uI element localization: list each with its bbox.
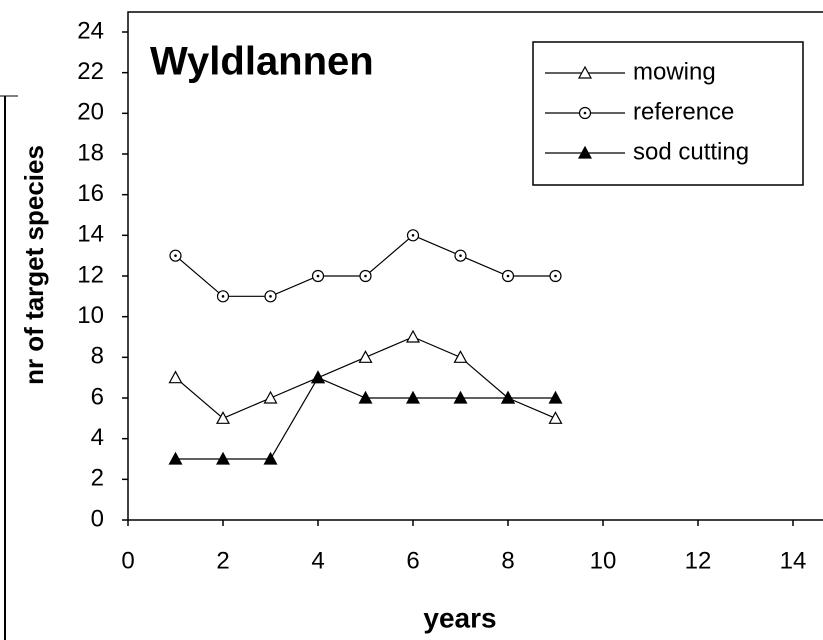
marker-dot [221, 295, 225, 298]
marker-dot [554, 274, 557, 278]
series-line [175, 336, 556, 420]
y-tick-label: 22 [77, 58, 104, 85]
marker-dot [364, 274, 367, 278]
marker [548, 390, 563, 404]
legend-label: mowing [633, 58, 716, 85]
x-tick-label: 4 [311, 547, 324, 574]
y-axis-label: nr of target species [19, 145, 49, 385]
y-tick-label: 2 [91, 465, 104, 492]
marker-dot [506, 274, 510, 278]
marker-dot [583, 111, 587, 115]
y-tick-label: 24 [77, 17, 104, 44]
marker [405, 390, 421, 404]
marker-dot [174, 254, 177, 257]
marker-dot [269, 295, 272, 298]
x-tick-label: 0 [121, 547, 134, 574]
marker [168, 370, 183, 384]
series-line [175, 234, 556, 297]
marker [215, 411, 231, 424]
legend-marker [577, 65, 593, 79]
legend-marker [577, 145, 593, 159]
y-tick-label: 6 [91, 383, 104, 410]
y-tick-label: 0 [91, 505, 104, 532]
y-tick-label: 18 [77, 139, 104, 166]
marker-dot [411, 234, 415, 237]
marker [358, 350, 373, 363]
y-tick-label: 14 [77, 221, 104, 248]
x-tick-label: 14 [780, 547, 807, 574]
marker [263, 451, 278, 465]
marker-dot [459, 254, 462, 257]
x-tick-label: 8 [501, 547, 514, 574]
marker [215, 451, 231, 465]
legend-label: reference [633, 98, 734, 125]
marker [500, 390, 516, 404]
marker [453, 390, 468, 404]
x-axis-label: years [423, 602, 496, 633]
marker-dot [316, 274, 320, 278]
plot-frame [127, 11, 823, 521]
marker [310, 370, 326, 384]
y-tick-label: 16 [77, 180, 104, 207]
y-tick-label: 8 [91, 343, 104, 370]
x-tick-label: 2 [216, 547, 229, 574]
marker [168, 451, 183, 465]
marker [358, 390, 373, 404]
legend-label: sod cutting [633, 138, 749, 165]
y-tick-label: 12 [77, 261, 104, 288]
y-tick-label: 10 [77, 302, 104, 329]
marker [405, 329, 421, 343]
y-tick-label: 4 [91, 424, 104, 451]
marker [548, 411, 563, 424]
chart-title: Wyldlannen [150, 40, 374, 84]
x-tick-label: 6 [406, 547, 419, 574]
marker [453, 350, 468, 363]
x-tick-label: 10 [590, 547, 617, 574]
y-tick-label: 20 [77, 99, 104, 126]
marker [263, 390, 278, 404]
x-tick-label: 12 [685, 547, 712, 574]
